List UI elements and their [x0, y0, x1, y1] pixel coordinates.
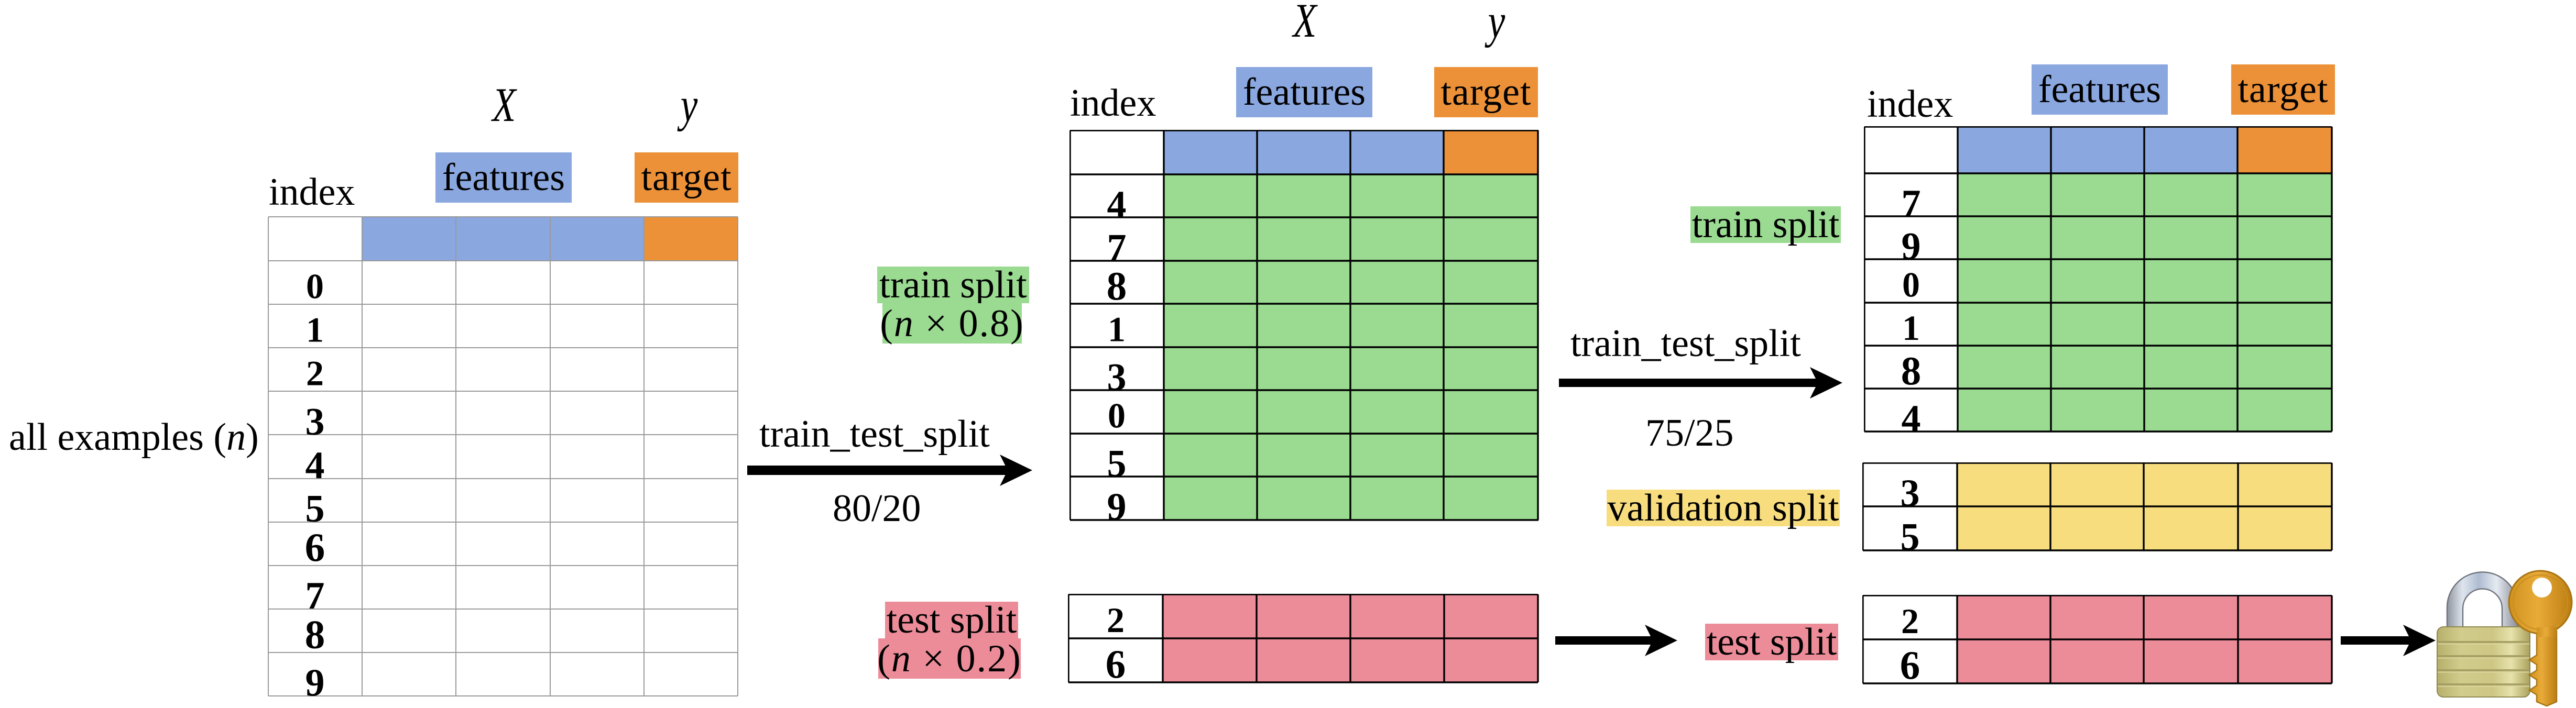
svg-text:3: 3 [305, 401, 325, 444]
svg-text:7: 7 [1902, 182, 1921, 225]
svg-text:6: 6 [305, 525, 325, 570]
svg-text:0: 0 [1108, 396, 1126, 436]
svg-text:2: 2 [1901, 601, 1919, 641]
svg-text:0: 0 [306, 267, 324, 306]
svg-text:1: 1 [306, 310, 324, 350]
svg-text:7: 7 [305, 574, 325, 617]
svg-text:2: 2 [1107, 600, 1125, 640]
svg-text:4: 4 [305, 444, 325, 487]
svg-text:2: 2 [306, 353, 324, 393]
svg-text:3: 3 [1107, 356, 1127, 399]
svg-text:1: 1 [1902, 308, 1920, 348]
svg-text:5: 5 [305, 488, 325, 530]
svg-text:9: 9 [1107, 486, 1127, 522]
svg-text:7: 7 [1107, 227, 1127, 270]
svg-text:8: 8 [1107, 263, 1127, 308]
svg-text:8: 8 [305, 612, 325, 657]
svg-text:8: 8 [1901, 348, 1922, 393]
svg-text:4: 4 [1107, 183, 1127, 226]
svg-text:9: 9 [1902, 225, 1921, 268]
svg-text:6: 6 [1106, 641, 1126, 683]
svg-text:1: 1 [1108, 309, 1126, 349]
svg-text:0: 0 [1902, 265, 1920, 305]
svg-text:5: 5 [1901, 516, 1920, 552]
svg-text:5: 5 [1107, 442, 1127, 485]
svg-text:4: 4 [1902, 397, 1921, 433]
svg-text:6: 6 [1900, 643, 1920, 685]
svg-text:3: 3 [1901, 472, 1920, 515]
svg-text:9: 9 [305, 661, 325, 697]
